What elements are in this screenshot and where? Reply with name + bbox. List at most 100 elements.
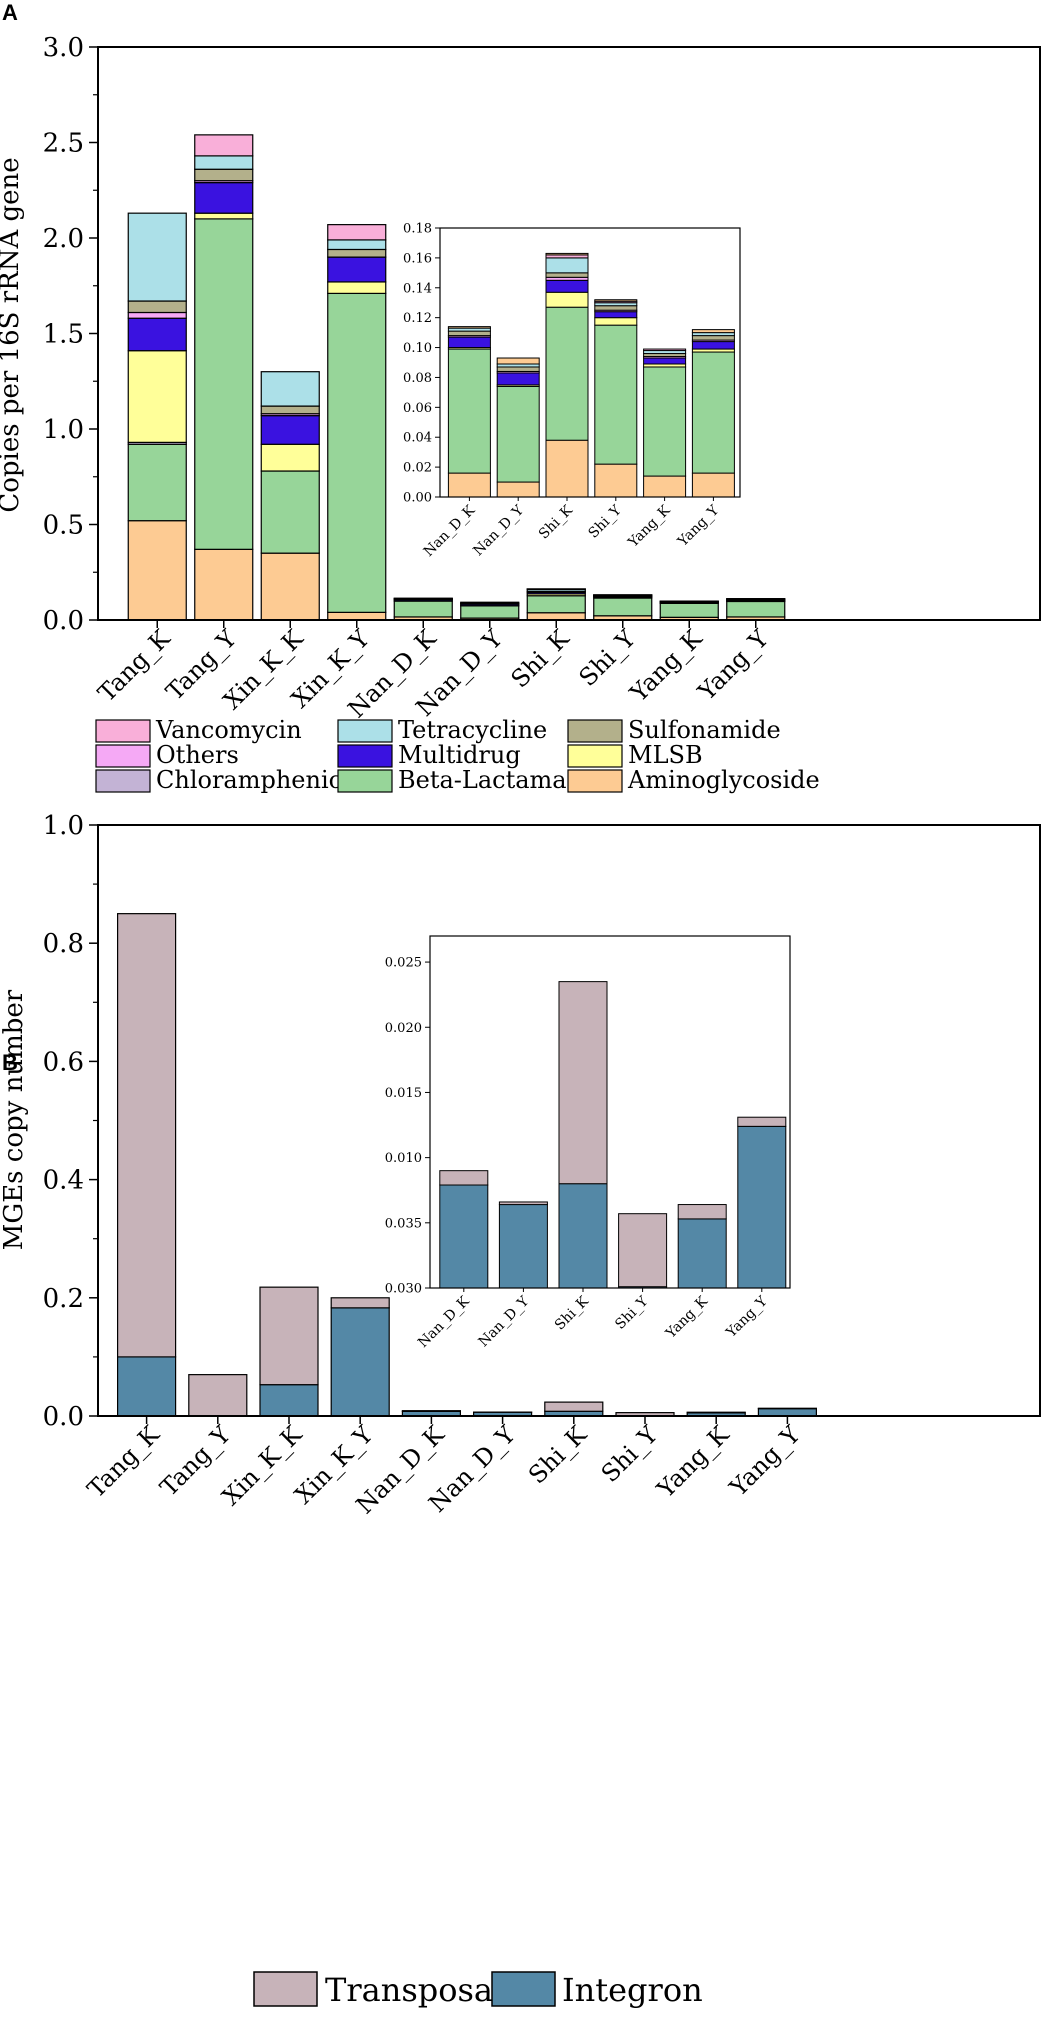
a-bar-shi-k-others-minor — [545, 252, 589, 256]
a-bar-nan-d-y-sulfonamide — [496, 366, 540, 372]
legend-swatch-aminoglycoside — [567, 769, 623, 793]
a-bar-yang-y-aminoglycoside — [691, 472, 735, 498]
a-bar-nan-d-y-aminoglycoside — [496, 481, 540, 498]
a-inset-category-label: Nan_D_Y — [470, 502, 527, 559]
b-inset-category-label: Shi_Y — [612, 1293, 652, 1333]
a-bar-tang-k-beta-lactamase — [127, 443, 187, 522]
a-bar-tang-k-multidrug — [127, 317, 187, 352]
a-bar-shi-k-beta-lactamase — [526, 595, 586, 614]
a-inset-ytick-label: 0.08 — [403, 371, 432, 386]
b-inset-ytick-label: 0.020 — [385, 1021, 422, 1036]
a-ytick-label: 1.5 — [43, 320, 84, 350]
b-bar-xin-k-y-integron — [330, 1307, 390, 1417]
legend-label-sulfonamide: Sulfonamide — [628, 716, 781, 744]
a-inset-ytick-label: 0.04 — [403, 431, 432, 446]
b-bar-nan-d-k-transposase — [401, 1410, 461, 1412]
a-inset-category-label: Yang_Y — [674, 502, 722, 550]
panel-b-label: B — [2, 1050, 18, 1075]
a-bar-xin-k-y-vancomycin — [327, 224, 387, 241]
b-inset-ytick-label: 0.030 — [385, 1282, 422, 1297]
a-bar-xin-k-y-beta-lactamase — [327, 292, 387, 613]
b-bar-yang-k-transposase — [686, 1411, 746, 1414]
legend-label-chloramphenicol: Chloramphenicol — [156, 766, 364, 794]
b-inset-background — [430, 936, 790, 1288]
a-ytick-label: 0.0 — [43, 606, 84, 636]
b-ytick-label: 0.8 — [43, 929, 84, 959]
a-bar-tang-y-sulfonamide — [194, 168, 254, 182]
b-bar-xin-k-k-transposase — [259, 1286, 319, 1386]
a-bar-xin-k-y-sulfonamide — [327, 248, 387, 258]
legend-swatch-mlsb — [567, 744, 623, 768]
a-bar-xin-k-k-multidrug — [260, 415, 320, 445]
a-inset-ytick-label: 0.18 — [403, 222, 432, 237]
a-bar-shi-y-sulfonamide — [594, 305, 638, 311]
legend-swatch-chloramphenicol — [95, 769, 151, 793]
a-bar-shi-k-aminoglycoside — [545, 439, 589, 498]
legend-label-others: Others — [156, 741, 239, 769]
b-ytick-label: 0.0 — [43, 1402, 84, 1432]
a-bar-shi-k-multidrug — [545, 279, 589, 293]
a-bar-tang-y-vancomycin — [194, 134, 254, 157]
a-bar-shi-k-tetracycline — [545, 257, 589, 274]
b-bar-yang-k-transposase — [677, 1204, 727, 1220]
a-bar-tang-y-tetracycline — [194, 155, 254, 170]
b-bar-yang-y-transposase — [737, 1116, 787, 1127]
a-bar-shi-y-beta-lactamase — [594, 324, 638, 465]
a-ytick-label: 1.0 — [43, 415, 84, 445]
legend-swatch-others — [95, 744, 151, 768]
legend-label-mlsb: MLSB — [628, 741, 703, 769]
b-bar-xin-k-y-transposase — [330, 1297, 390, 1309]
b-ytick-label: 0.6 — [43, 1047, 84, 1077]
panel-a-chart: 0.00.51.01.52.02.53.0Tang_KTang_YXin_K_K… — [0, 33, 1041, 794]
a-bar-yang-k-beta-lactamase — [643, 366, 687, 477]
a-bar-tang-y-aminoglycoside — [194, 548, 254, 621]
b-inset-category-label: Yang_K — [662, 1293, 711, 1342]
a-bar-nan-d-k-others-minor — [447, 326, 491, 329]
a-bar-yang-y-sulfonamide — [691, 335, 735, 341]
legend-swatch-sulfonamide — [567, 719, 623, 743]
a-bar-shi-y-aminoglycoside — [594, 463, 638, 498]
b-inset-frame — [429, 935, 791, 1289]
a-bar-shi-k-mlsb — [545, 291, 589, 308]
a-ytick-label: 0.5 — [43, 511, 84, 541]
b-bar-shi-k-transposase — [558, 981, 608, 1185]
b-bar-xin-k-k-integron — [259, 1384, 319, 1417]
a-category-label: Yang_Y — [692, 624, 775, 707]
a-inset-category-label: Nan_D_K — [421, 502, 479, 560]
a-inset-category-label: Shi_Y — [586, 502, 626, 542]
b-ytick-label: 1.0 — [43, 811, 84, 841]
b-bar-yang-k-integron — [677, 1218, 727, 1289]
b-bar-nan-d-k-transposase — [439, 1170, 489, 1186]
a-inset-category-label: Shi_K — [536, 502, 576, 542]
a-category-label: Shi_K — [506, 624, 576, 694]
a-category-label: Yang_K — [624, 624, 708, 708]
a-bar-shi-y-mlsb — [594, 317, 638, 326]
a-bar-tang-y-multidrug — [194, 182, 254, 214]
legend-swatch-transposase — [253, 1971, 318, 2007]
b-inset-ytick-label: 0.015 — [385, 1086, 422, 1101]
b-inset-category-label: Shi_K — [552, 1293, 592, 1333]
a-bar-yang-k-vancomycin — [643, 348, 687, 352]
a-bar-yang-y-multidrug — [691, 341, 735, 350]
a-ytick-label: 2.0 — [43, 224, 84, 254]
a-bar-xin-k-y-aminoglycoside — [327, 611, 387, 621]
b-bar-yang-y-integron — [737, 1125, 787, 1289]
a-inset-frame — [439, 227, 741, 498]
legend-swatch-tetracycline — [337, 719, 393, 743]
b-category-label: Xin_K_K — [217, 1420, 308, 1511]
b-inset-ytick-label: 0.035 — [385, 1216, 422, 1231]
b-ytick-label: 0.2 — [43, 1284, 84, 1314]
legend-label-multidrug: Multidrug — [398, 741, 521, 769]
a-bar-yang-k-beta-lactamase — [659, 602, 719, 618]
b-bar-nan-d-k-integron — [439, 1184, 489, 1289]
a-inset-ytick-label: 0.14 — [403, 281, 432, 296]
a-bar-yang-k-multidrug — [643, 357, 687, 365]
a-bar-nan-d-k-beta-lactamase — [393, 600, 453, 618]
b-inset-ytick-label: 0.010 — [385, 1151, 422, 1166]
b-inset-category-label: Nan_D_Y — [476, 1293, 533, 1350]
a-bar-nan-d-y-others-minor — [460, 601, 520, 604]
a-bar-xin-k-k-sulfonamide — [260, 405, 320, 415]
a-bar-nan-d-y-beta-lactamase — [460, 605, 520, 619]
a-bar-yang-k-aminoglycoside — [643, 475, 687, 498]
